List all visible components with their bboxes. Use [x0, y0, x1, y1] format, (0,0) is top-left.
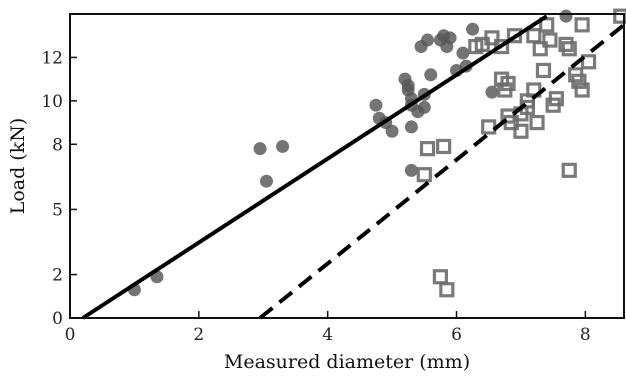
data-point-square [436, 138, 452, 155]
data-point-circle [559, 9, 573, 23]
y-tick-label: 12 [41, 48, 63, 68]
data-point-square [561, 162, 577, 178]
data-point-square [571, 73, 587, 89]
data-point-square [532, 41, 548, 57]
y-tick-label: 0 [52, 309, 63, 329]
y-tick-label: 10 [41, 92, 63, 112]
data-point-square [561, 41, 577, 57]
data-point-square [513, 123, 529, 139]
data-point-circle [421, 33, 435, 47]
data-point-circle [485, 85, 499, 99]
data-point-circle [404, 120, 418, 134]
data-point-square [506, 28, 523, 44]
data-point-circle [404, 163, 418, 177]
data-point-square [432, 269, 449, 285]
data-point-square [526, 28, 542, 44]
data-point-circle [424, 68, 438, 82]
data-point-square [574, 82, 590, 98]
data-point-circle [259, 174, 273, 188]
data-point-circle [456, 46, 470, 60]
data-point-square [500, 75, 516, 92]
y-axis-ticks: 0 2 5 8 10 12 [41, 48, 77, 329]
data-point-square [416, 167, 432, 183]
data-point-square [494, 38, 510, 55]
data-point-square [558, 36, 574, 53]
fit-lines [81, 14, 626, 320]
x-tick-label: 2 [193, 325, 204, 345]
y-tick-label: 8 [52, 135, 63, 155]
y-tick-label: 5 [52, 200, 63, 220]
x-axis-label: Measured diameter (mm) [224, 351, 470, 373]
data-point-square [439, 282, 455, 298]
x-tick-label: 4 [322, 325, 333, 345]
data-point-square [419, 141, 436, 157]
data-point-circle [443, 31, 457, 45]
data-point-circle [417, 100, 431, 114]
data-point-circle [369, 98, 383, 112]
data-point-circle [466, 22, 480, 36]
dashed-fit-line [258, 23, 626, 320]
plot-frame [69, 13, 625, 319]
data-point-circle [385, 124, 399, 138]
data-point-square [574, 17, 590, 33]
data-point-square [580, 54, 597, 70]
x-tick-label: 0 [65, 325, 76, 345]
data-point-square [484, 30, 500, 46]
y-tick-label: 2 [52, 266, 63, 286]
x-axis-ticks: 0 2 4 6 8 [65, 311, 591, 345]
x-tick-label: 6 [451, 325, 462, 345]
data-point-circle [276, 139, 290, 153]
y-axis-label: Load (kN) [7, 118, 29, 215]
solid-fit-line [81, 14, 548, 320]
data-point-square [529, 114, 545, 131]
data-point-square [542, 32, 558, 48]
data-point-square [481, 119, 497, 135]
plot-marks [127, 8, 626, 298]
data-point-square [613, 8, 626, 24]
data-point-square [539, 17, 555, 33]
data-point-square [548, 91, 564, 107]
data-point-circle [253, 142, 267, 156]
data-point-square [535, 62, 552, 79]
x-tick-label: 8 [580, 325, 591, 345]
